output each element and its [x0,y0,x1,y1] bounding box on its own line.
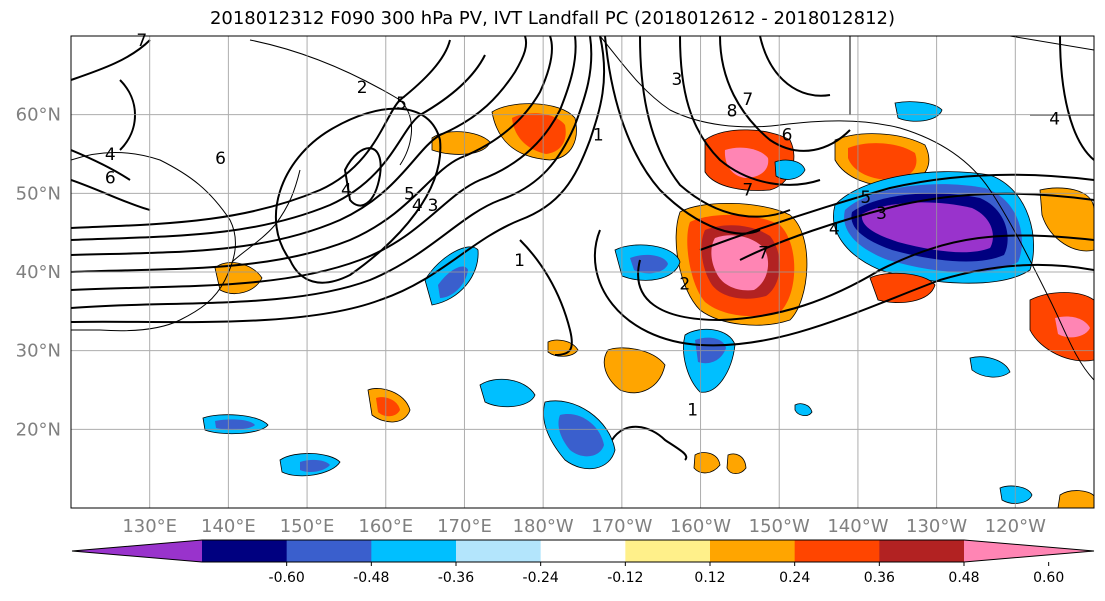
contour-label: 4 [105,145,116,165]
colorbar-tick-label: -0.24 [523,570,559,586]
lon-tick-label: 120°W [985,516,1046,537]
contour-label: 5 [860,188,871,208]
contour-label: 1 [593,125,604,145]
lon-tick-label: 150°E [280,516,335,537]
lon-tick-label: 130°E [122,516,177,537]
contour-label: 7 [742,180,753,200]
colorbar-tick-label: 0.24 [779,570,810,586]
contour-label: 7 [758,243,769,263]
map-frame [70,35,1095,509]
colorbar-segment [625,540,711,562]
colorbar: -0.60 -0.48 -0.36 -0.24 -0.12 0.12 0.24 0.36 0.4… [71,539,1095,586]
colorbar-segment [540,540,626,562]
colorbar-segment [202,540,288,562]
contour-label: 3 [672,70,683,90]
contour-label: 4 [412,196,423,216]
contour-label: 1 [514,251,525,271]
contour-label: 1 [687,401,698,421]
contour-label: 7 [742,90,753,110]
lat-tick-label: 20°N [16,419,61,440]
colorbar-tick-label: 0.36 [864,570,895,586]
ivt-anomaly-fill [202,101,1094,508]
lat-tick-label: 40°N [16,262,61,283]
contour-label: 5 [404,184,415,204]
contour-label: 4 [1049,110,1060,130]
contour-label: 4 [341,180,352,200]
colorbar-tick-label: -0.12 [607,570,643,586]
lon-tick-label: 180°W [513,516,574,537]
contour-label: 7 [136,31,147,51]
contour-label: 2 [357,78,368,98]
colorbar-tick-label: -0.60 [269,570,305,586]
contour-label: 8 [727,102,738,122]
colorbar-segment [456,540,542,562]
lon-tick-label: 150°W [749,516,810,537]
colorbar-tick-label: 0.48 [948,570,979,586]
coastlines [71,36,1094,381]
longitude-labels: 130°E 140°E 150°E 160°E 170°E 180°W 170°W 160°W… [122,516,1046,537]
contour-label: 3 [428,196,439,216]
contour-label: 6 [105,169,116,189]
map-gridlines [71,36,1094,508]
colorbar-segment [371,540,457,562]
lon-tick-label: 140°E [201,516,256,537]
colorbar-segment [286,540,372,562]
contour-label: 5 [396,94,407,114]
map-title: 2018012312 F090 300 hPa PV, IVT Landfall… [209,8,896,29]
colorbar-tick-label: 0.12 [694,570,725,586]
colorbar-segment [794,540,880,562]
lon-tick-label: 160°E [358,516,413,537]
latitude-labels: 60°N 50°N 40°N 30°N 20°N [16,105,61,441]
colorbar-segment [879,540,965,562]
colorbar-tick-label: -0.36 [438,570,474,586]
contour-label: 4 [829,220,840,240]
colorbar-tick-label: 0.60 [1033,570,1064,586]
contour-label: 6 [782,125,793,145]
lat-tick-label: 30°N [16,341,61,362]
lat-tick-label: 50°N [16,183,61,204]
colorbar-segment [710,540,796,562]
lon-tick-label: 160°W [670,516,731,537]
lon-tick-label: 130°W [906,516,967,537]
contour-label: 3 [876,204,887,224]
contour-label: 6 [215,149,226,169]
lon-tick-label: 170°W [591,516,652,537]
colorbar-tick-label: -0.48 [353,570,389,586]
lon-tick-label: 170°E [437,516,492,537]
colorbar-extend-high [964,540,1094,562]
colorbar-extend-low [72,540,202,562]
pv-contours [71,36,1094,461]
colorbar-outline [71,539,1095,563]
lat-tick-label: 60°N [16,105,61,126]
contour-label: 2 [679,275,690,295]
lon-tick-label: 140°W [827,516,888,537]
